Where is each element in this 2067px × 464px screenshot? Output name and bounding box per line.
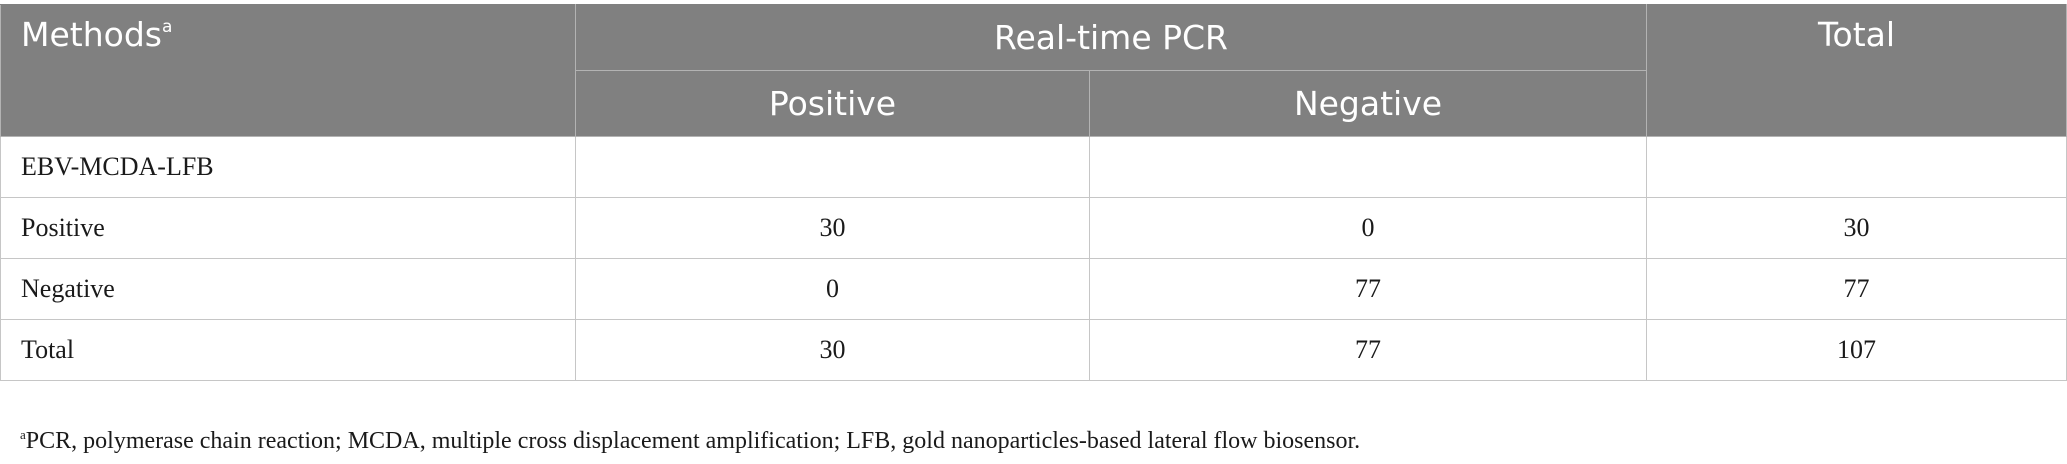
header-realtime-pcr: Real-time PCR bbox=[575, 4, 1647, 71]
cell-total: 107 bbox=[1646, 319, 2067, 381]
cell-total: 77 bbox=[1646, 258, 2067, 320]
table-row: Negative 0 77 77 bbox=[0, 258, 2067, 320]
results-table-container: Methodsa Real-time PCR Total Positive Ne… bbox=[0, 4, 2067, 381]
row-label: EBV-MCDA-LFB bbox=[0, 136, 576, 198]
header-methods: Methodsa bbox=[0, 4, 576, 137]
row-label: Positive bbox=[0, 197, 576, 259]
cell-total bbox=[1646, 136, 2067, 198]
cell-negative bbox=[1089, 136, 1647, 198]
table-header: Methodsa Real-time PCR Total Positive Ne… bbox=[0, 4, 2067, 137]
table-body: EBV-MCDA-LFB Positive 30 0 30 Negative 0… bbox=[0, 136, 2067, 381]
row-label: Negative bbox=[0, 258, 576, 320]
row-label: Total bbox=[0, 319, 576, 381]
header-methods-footnote-marker: a bbox=[161, 17, 173, 37]
cell-total: 30 bbox=[1646, 197, 2067, 259]
header-total: Total bbox=[1646, 4, 2067, 137]
cell-positive bbox=[575, 136, 1090, 198]
cell-positive: 0 bbox=[575, 258, 1090, 320]
header-positive: Positive bbox=[575, 70, 1090, 137]
table-footnote: aPCR, polymerase chain reaction; MCDA, m… bbox=[20, 428, 1360, 455]
table-row: Positive 30 0 30 bbox=[0, 197, 2067, 259]
cell-positive: 30 bbox=[575, 319, 1090, 381]
table-row: Total 30 77 107 bbox=[0, 319, 2067, 381]
footnote-marker: a bbox=[20, 427, 26, 442]
footnote-text: PCR, polymerase chain reaction; MCDA, mu… bbox=[25, 428, 1361, 454]
cell-negative: 77 bbox=[1089, 258, 1647, 320]
header-row-2: Positive Negative bbox=[1, 70, 2067, 137]
cell-negative: 0 bbox=[1089, 197, 1647, 259]
header-negative: Negative bbox=[1089, 70, 1647, 137]
header-methods-label: Methods bbox=[21, 15, 162, 54]
cell-positive: 30 bbox=[575, 197, 1090, 259]
cell-negative: 77 bbox=[1089, 319, 1647, 381]
header-row-1: Methodsa Real-time PCR Total bbox=[0, 4, 2067, 137]
table-row: EBV-MCDA-LFB bbox=[0, 136, 2067, 198]
results-table: Methodsa Real-time PCR Total Positive Ne… bbox=[0, 4, 2067, 381]
